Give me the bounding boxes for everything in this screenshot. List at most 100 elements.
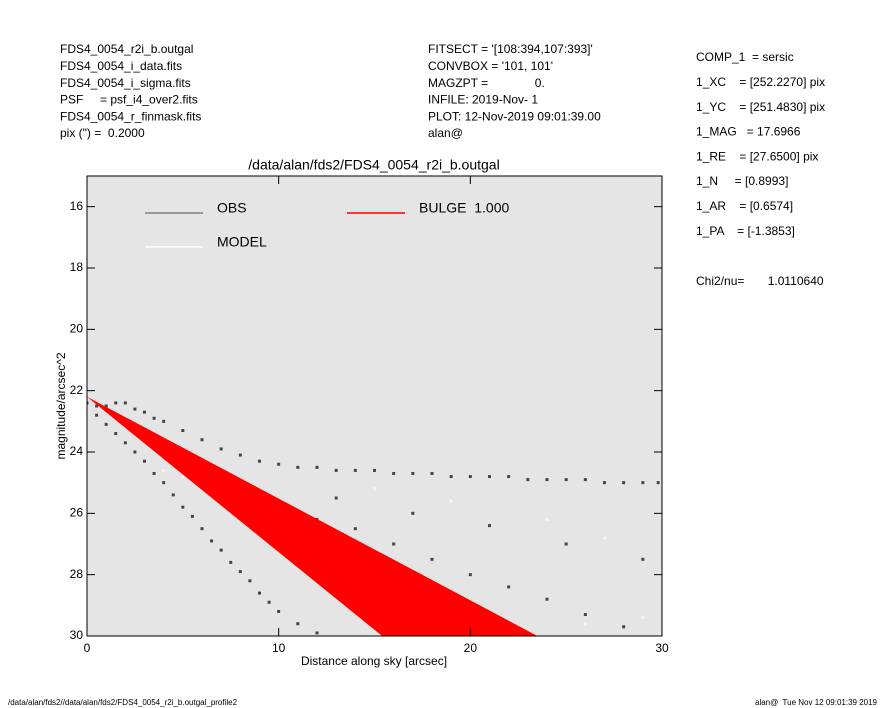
data-point	[210, 539, 214, 543]
data-point	[171, 493, 175, 497]
data-point	[219, 447, 223, 451]
data-point	[219, 548, 223, 552]
x-tick-label: 10	[272, 641, 286, 655]
fit-parameter: 1_XC = [252.2270] pix	[696, 75, 825, 89]
data-point	[545, 517, 549, 521]
y-axis-label: magnitude/arcsec^2	[54, 352, 68, 459]
fit-parameter: 1_YC = [251.4830] pix	[696, 100, 825, 114]
header-middle-line: PLOT: 12-Nov-2019 09:01:39.00	[428, 109, 601, 123]
data-point	[488, 524, 491, 528]
data-point	[603, 481, 606, 485]
header-left-line: FDS4_0054_i_data.fits	[60, 59, 182, 73]
data-point	[258, 591, 261, 595]
data-point	[181, 505, 185, 509]
data-point	[583, 622, 587, 626]
data-point	[238, 570, 242, 574]
chi2: Chi2/nu= 1.0110640	[696, 274, 824, 288]
data-point	[95, 413, 99, 417]
header-middle-line: INFILE: 2019-Nov- 1	[428, 93, 538, 107]
data-point	[392, 471, 396, 475]
data-point	[656, 481, 660, 485]
data-point	[603, 536, 606, 540]
y-tick-label: 16	[70, 199, 84, 213]
data-point	[583, 613, 587, 617]
fit-parameter: COMP_1 = sersic	[696, 50, 794, 64]
y-tick-label: 24	[70, 444, 84, 458]
chart-title: /data/alan/fds2/FDS4_0054_r2i_b.outgal	[248, 157, 499, 173]
y-tick-label: 30	[70, 628, 84, 642]
data-point	[449, 499, 453, 503]
data-point	[200, 527, 204, 531]
data-point	[296, 465, 300, 469]
data-point	[334, 468, 338, 472]
data-point	[373, 468, 376, 472]
x-tick-label: 20	[464, 641, 478, 655]
x-tick-label: 0	[84, 641, 91, 655]
x-tick-label: 30	[655, 641, 669, 655]
header-middle-line: FITSECT = '[108:394,107:393]'	[428, 42, 593, 56]
data-point	[114, 432, 118, 436]
data-point	[373, 487, 376, 491]
data-point	[641, 481, 645, 485]
legend-label: BULGE 1.000	[419, 200, 509, 216]
data-point	[123, 401, 127, 405]
x-axis-label: Distance along sky [arcsec]	[301, 654, 447, 668]
fit-parameter: 1_N = [0.8993]	[696, 174, 788, 188]
data-point	[315, 465, 319, 469]
data-point	[143, 410, 146, 414]
fit-parameter: 1_RE = [27.6500] pix	[696, 149, 818, 163]
data-point	[488, 475, 491, 479]
data-point	[143, 459, 146, 463]
data-point	[267, 600, 271, 604]
bulge-area	[87, 396, 538, 636]
data-point	[507, 585, 511, 589]
data-point	[430, 557, 434, 561]
data-point	[468, 573, 472, 577]
data-point	[622, 625, 626, 629]
data-point	[114, 401, 118, 405]
header-left-line: FDS4_0054_r_finmask.fits	[60, 109, 201, 123]
data-point	[468, 475, 472, 479]
data-point	[583, 478, 587, 482]
data-point	[545, 597, 549, 601]
data-point	[315, 631, 319, 635]
data-point	[152, 471, 156, 475]
legend-label: OBS	[217, 200, 247, 216]
y-tick-label: 22	[70, 383, 84, 397]
fit-parameter: 1_AR = [0.6574]	[696, 199, 793, 213]
y-tick-label: 28	[70, 567, 84, 581]
data-point	[162, 481, 166, 485]
data-point	[181, 429, 185, 433]
data-point	[104, 422, 108, 426]
data-point	[200, 438, 204, 442]
data-point	[123, 441, 127, 445]
data-point	[353, 527, 357, 531]
plot	[87, 396, 660, 636]
data-point	[258, 459, 261, 463]
data-point	[162, 468, 166, 472]
data-point	[334, 496, 338, 500]
data-point	[248, 579, 252, 583]
data-point	[353, 468, 357, 472]
footer-left: /data/alan/fds2//data/alan/fds2/FDS4_005…	[8, 698, 238, 707]
data-point	[162, 419, 166, 423]
data-point	[430, 471, 434, 475]
data-point	[411, 511, 415, 515]
data-point	[152, 416, 156, 420]
y-tick-label: 18	[70, 260, 84, 274]
fit-parameter: 1_PA = [-1.3853]	[696, 224, 795, 238]
data-point	[641, 557, 645, 561]
y-tick-label: 26	[70, 506, 84, 520]
data-point	[507, 475, 511, 479]
data-point	[564, 478, 568, 482]
header-left-line: FDS4_0054_i_sigma.fits	[60, 76, 191, 90]
data-point	[526, 478, 530, 482]
data-point	[238, 453, 242, 457]
y-tick-label: 20	[70, 322, 84, 336]
data-point	[190, 514, 194, 518]
header-left-line: pix (") = 0.2000	[60, 126, 145, 140]
header-middle-line: alan@	[428, 126, 463, 140]
data-point	[449, 475, 453, 479]
data-point	[229, 560, 233, 564]
